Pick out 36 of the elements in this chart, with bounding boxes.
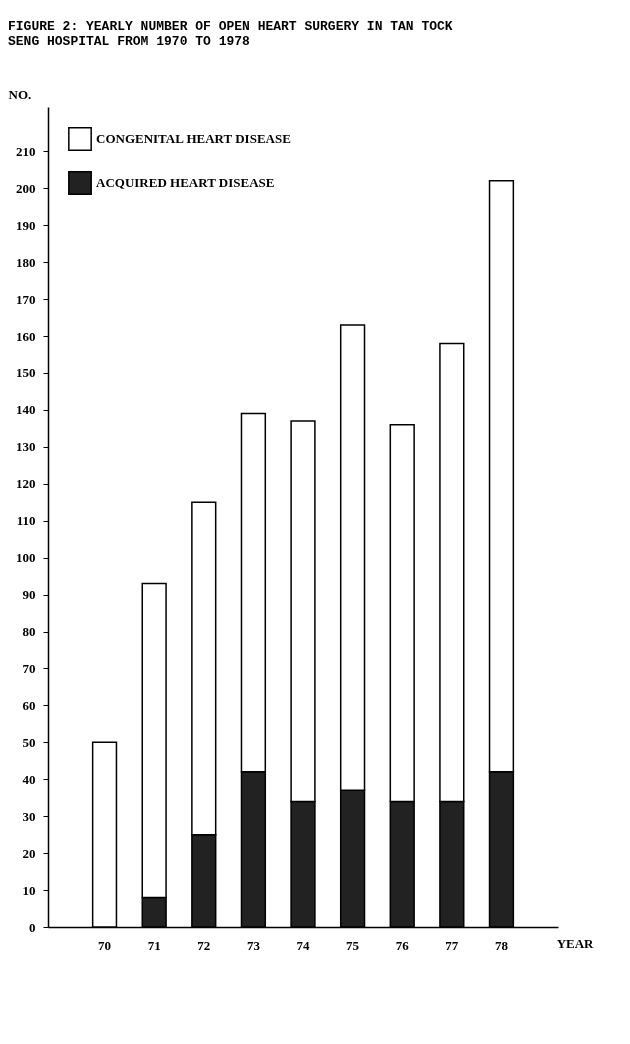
y-tick-label: 50	[22, 734, 36, 750]
y-tick-label: 70	[22, 660, 36, 676]
y-tick-label: 10	[22, 882, 36, 898]
y-tick-label: 160	[16, 328, 36, 344]
legend-label: ACQUIRED HEART DISEASE	[96, 175, 275, 190]
y-tick-label: 120	[16, 476, 36, 492]
y-tick-label: 170	[16, 291, 36, 307]
y-tick-label: 40	[22, 771, 36, 787]
x-tick-label: 72	[197, 937, 211, 953]
y-tick-label: 90	[22, 587, 36, 603]
x-tick-label: 77	[445, 937, 459, 953]
y-tick-label: 150	[16, 365, 36, 381]
y-tick-label: 130	[16, 439, 36, 455]
y-axis-title: NO.	[8, 86, 32, 102]
x-tick-label: 78	[494, 937, 509, 953]
y-tick-label: 190	[16, 217, 36, 233]
y-tick-label: 110	[16, 513, 36, 529]
y-tick-label: 20	[22, 845, 36, 861]
chart-title: FIGURE 2: YEARLY NUMBER OF OPEN HEART SURGERY IN TAN TOCK SENG HOSPITAL FROM 1970 TO 1978	[8, 19, 453, 49]
y-tick-label: 0	[29, 919, 36, 935]
legend-label: CONGENITAL HEART DISEASE	[96, 131, 291, 146]
x-tick-label: 76	[395, 937, 410, 953]
x-tick-label: 71	[147, 937, 161, 953]
x-tick-label: 70	[98, 937, 112, 953]
x-tick-label: 73	[246, 937, 261, 953]
x-axis-title: YEAR	[556, 935, 595, 951]
y-tick-label: 80	[22, 624, 36, 639]
x-tick-label: 74	[296, 937, 310, 953]
y-tick-label: 180	[16, 254, 36, 270]
x-tick-label: 75	[346, 937, 360, 953]
y-tick-label: 60	[22, 697, 36, 713]
y-tick-label: 100	[16, 550, 36, 566]
y-tick-label: 30	[22, 808, 36, 824]
y-tick-label: 140	[16, 402, 36, 418]
y-tick-label: 200	[16, 180, 36, 196]
y-tick-label: 210	[16, 143, 36, 159]
